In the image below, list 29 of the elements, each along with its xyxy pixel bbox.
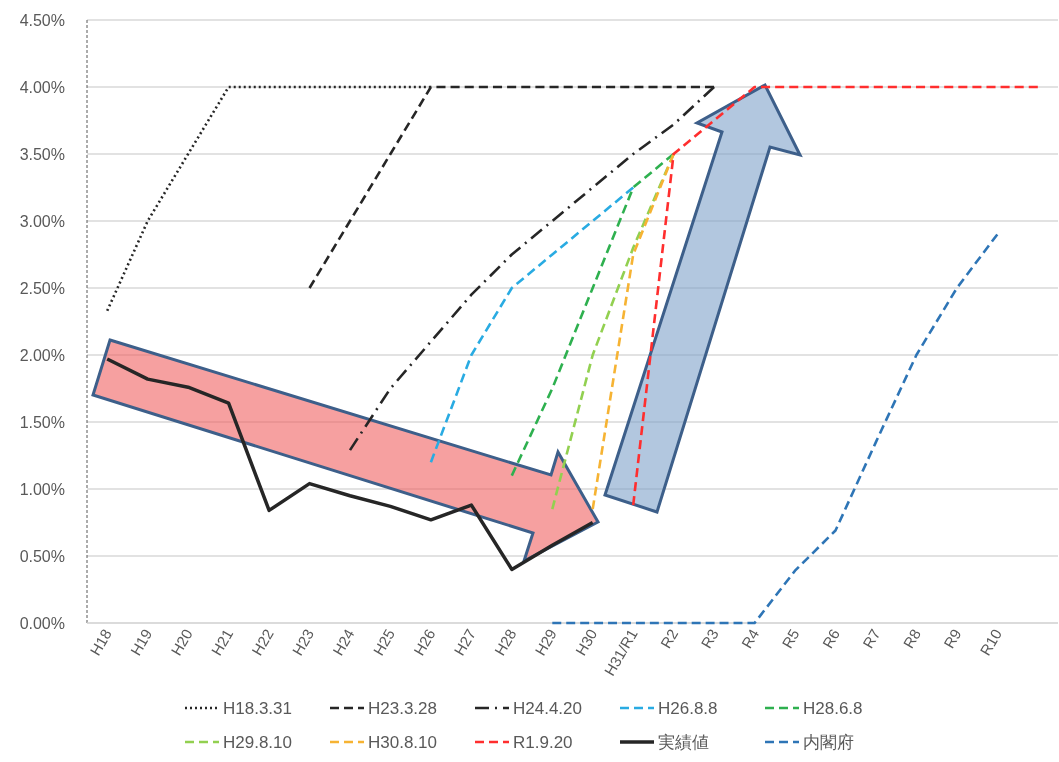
legend-label: H28.6.8 [803, 699, 863, 718]
x-tick-label: R3 [697, 626, 722, 652]
legend-label: H29.8.10 [223, 733, 292, 752]
legend-label: H24.4.20 [513, 699, 582, 718]
y-tick-label: 2.50% [19, 280, 65, 297]
legend-label: H30.8.10 [368, 733, 437, 752]
y-tick-label: 0.50% [19, 548, 65, 565]
y-tick-label: 4.00% [19, 79, 65, 96]
y-tick-label: 1.50% [19, 414, 65, 431]
legend-label: R1.9.20 [513, 733, 573, 752]
legend-label: H23.3.28 [368, 699, 437, 718]
y-tick-label: 3.50% [19, 146, 65, 163]
legend-label: H26.8.8 [658, 699, 718, 718]
y-tick-label: 4.50% [19, 12, 65, 29]
x-tick-label: R9 [940, 626, 965, 652]
x-tick-label: R7 [859, 626, 884, 652]
y-tick-label: 2.00% [19, 347, 65, 364]
x-tick-label: R6 [818, 626, 844, 652]
x-tick-label: R4 [737, 626, 763, 652]
x-tick-label: R8 [899, 626, 924, 652]
legend-label: 内閣府 [803, 733, 854, 752]
y-tick-label: 1.00% [19, 481, 65, 498]
x-tick-label: H21 [207, 626, 237, 659]
x-tick-label: R2 [656, 626, 682, 652]
legend-label: H18.3.31 [223, 699, 292, 718]
y-tick-label: 0.00% [19, 615, 65, 632]
legend-label: 実績値 [658, 733, 709, 752]
x-tick-label: R5 [778, 626, 803, 652]
y-tick-label: 3.00% [19, 213, 65, 230]
